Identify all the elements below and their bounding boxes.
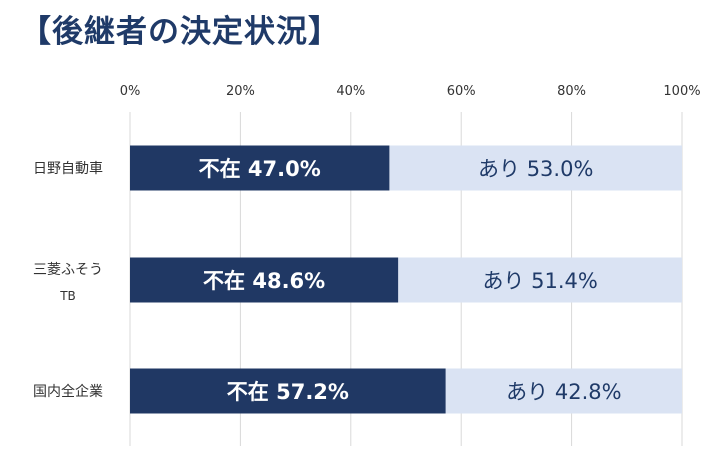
x-tick-label: 80% [557, 84, 586, 99]
data-label: あり 42.8% [506, 380, 621, 404]
data-label: 不在 57.2% [227, 380, 349, 404]
data-label: あり 51.4% [482, 269, 597, 293]
bar-segment-present [389, 145, 682, 191]
x-tick-label: 60% [447, 84, 476, 99]
x-axis-ticks: 0% 20% 40% 60% 80% 100% [120, 84, 701, 99]
data-label: 不在 47.0% [199, 157, 321, 181]
bar-segment-absent [130, 145, 390, 191]
category-label: 三菱ふそう TB [33, 262, 103, 303]
bar-segment-absent [130, 368, 446, 414]
category-label: 国内全企業 [33, 383, 103, 400]
x-tick-label: 20% [226, 84, 255, 99]
bars: 不在 47.0% あり 53.0% 不在 48.6% あり 51.4% 不在 57.2%… [130, 145, 682, 414]
data-label: あり 53.0% [478, 157, 593, 181]
x-tick-label: 100% [663, 84, 700, 99]
data-label: 不在 48.6% [203, 269, 325, 293]
bar-segment-present [445, 368, 682, 414]
x-tick-label: 40% [336, 84, 365, 99]
category-label: 日野自動車 [33, 160, 103, 177]
bar-segment-present [398, 257, 682, 303]
chart-title: 【後継者の決定状況】 [20, 14, 340, 50]
bar-segment-absent [130, 257, 399, 303]
x-tick-label: 0% [120, 84, 141, 99]
